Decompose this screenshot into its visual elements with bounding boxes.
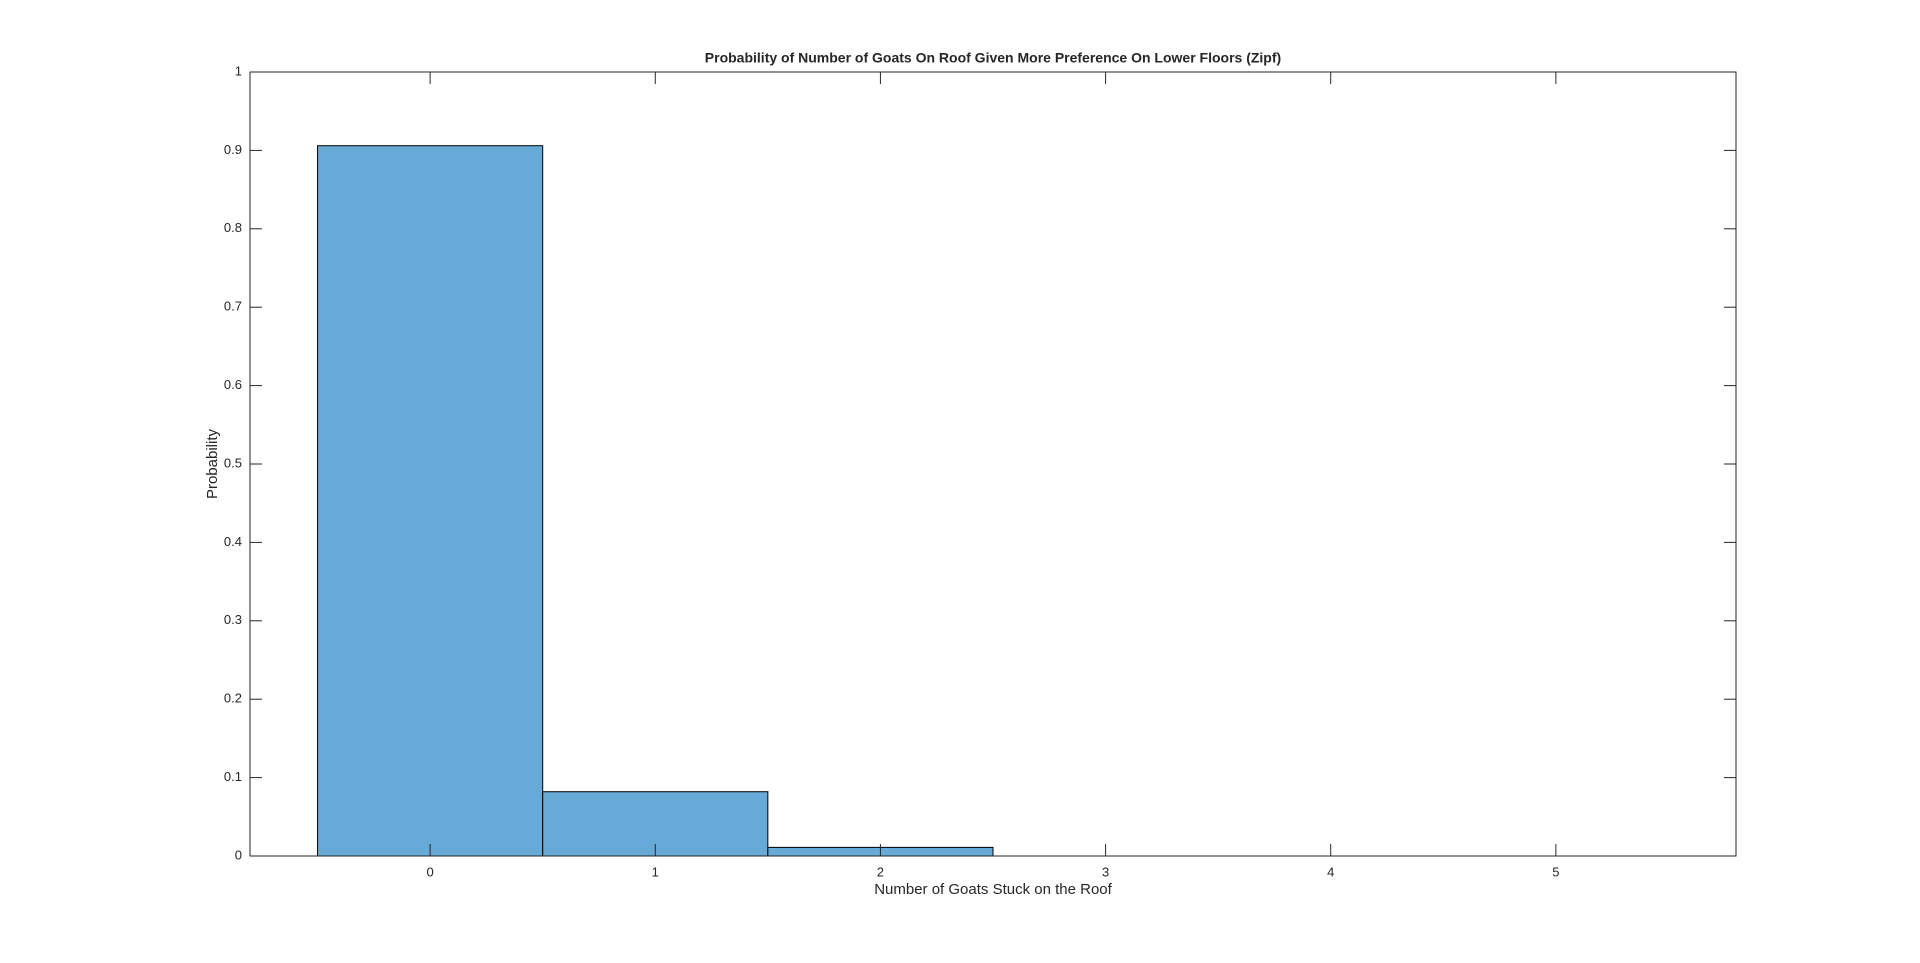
y-axis-label: Probability	[204, 428, 221, 499]
y-tick-label: 0.5	[224, 455, 242, 470]
x-tick-label: 2	[877, 864, 884, 879]
x-tick-label: 4	[1327, 864, 1334, 879]
bar	[317, 145, 544, 857]
chart-title: Probability of Number of Goats On Roof G…	[705, 50, 1281, 66]
y-tick-label: 0.3	[224, 612, 242, 627]
y-tick-label: 0.8	[224, 220, 242, 235]
y-tick-label: 0.6	[224, 377, 242, 392]
x-tick-label: 1	[652, 864, 659, 879]
y-tick-label: 1	[235, 63, 242, 78]
x-tick-label: 3	[1102, 864, 1109, 879]
y-tick-label: 0.9	[224, 142, 242, 157]
x-tick-label: 5	[1552, 864, 1559, 879]
x-tick-label: 0	[427, 864, 434, 879]
y-tick-label: 0.7	[224, 299, 242, 314]
x-axis-label: Number of Goats Stuck on the Roof	[874, 881, 1112, 898]
y-tick-label: 0.4	[224, 534, 242, 549]
y-tick-label: 0.2	[224, 691, 242, 706]
y-tick-label: 0	[235, 847, 242, 862]
y-tick-label: 0.1	[224, 769, 242, 784]
